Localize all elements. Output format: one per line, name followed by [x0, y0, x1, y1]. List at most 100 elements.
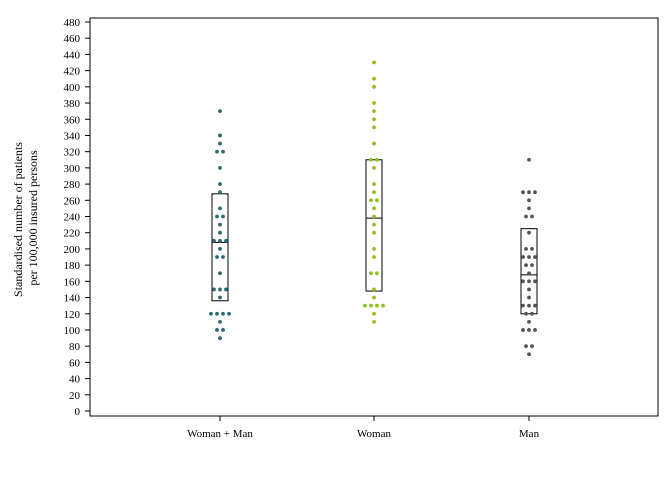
- data-point: [527, 206, 531, 211]
- y-tick-label: 320: [64, 147, 81, 159]
- y-tick-label: 40: [69, 374, 81, 386]
- y-tick-label: 200: [64, 244, 81, 256]
- data-point: [530, 263, 534, 268]
- data-point: [218, 230, 222, 235]
- data-point: [533, 255, 537, 259]
- data-point: [215, 311, 219, 316]
- data-point: [530, 344, 534, 349]
- data-point: [218, 165, 222, 170]
- y-tick-label: 140: [64, 293, 81, 305]
- data-point: [527, 271, 531, 276]
- data-point: [372, 182, 376, 186]
- data-point: [372, 247, 376, 251]
- data-point: [221, 214, 225, 219]
- data-point: [527, 190, 531, 195]
- data-point: [527, 319, 531, 324]
- y-tick-label: 300: [64, 163, 81, 175]
- y-axis-title: Standardised number of patients per 100,…: [11, 139, 40, 297]
- y-tick-label: 120: [64, 309, 81, 321]
- data-point: [527, 352, 531, 357]
- y-tick-label: 340: [64, 130, 81, 142]
- data-point: [375, 271, 379, 276]
- data-point: [221, 328, 225, 332]
- data-point: [218, 133, 222, 138]
- data-point: [215, 214, 219, 219]
- data-point: [221, 149, 225, 154]
- data-point: [372, 141, 376, 146]
- data-point: [372, 222, 376, 227]
- data-point: [527, 255, 531, 259]
- data-point: [363, 303, 367, 308]
- data-point: [524, 263, 528, 268]
- data-point: [215, 149, 219, 154]
- data-point: [372, 190, 376, 195]
- data-point: [218, 319, 222, 324]
- y-tick-label: 260: [64, 195, 81, 207]
- y-tick-label: 460: [64, 33, 81, 45]
- data-point: [524, 214, 528, 219]
- data-point: [372, 109, 376, 114]
- data-point: [218, 336, 222, 340]
- data-point: [530, 247, 534, 251]
- data-point: [527, 230, 531, 235]
- data-point: [524, 344, 528, 349]
- data-point: [218, 206, 222, 211]
- y-tick-label: 20: [69, 390, 81, 402]
- data-point: [218, 222, 222, 227]
- y-tick-label: 220: [64, 228, 81, 240]
- data-point: [372, 206, 376, 211]
- y-axis-title-line-2: per 100,000 insured persons: [26, 150, 40, 286]
- data-point: [212, 287, 216, 292]
- data-point: [218, 271, 222, 276]
- box: [520, 228, 538, 315]
- data-point: [527, 157, 531, 162]
- data-point: [372, 214, 376, 219]
- y-tick-label: 0: [75, 406, 81, 418]
- data-point: [369, 271, 373, 276]
- data-point: [218, 109, 222, 114]
- data-point: [527, 295, 531, 300]
- data-point: [521, 255, 525, 259]
- x-tick-label: Woman: [357, 428, 391, 440]
- data-point: [521, 328, 525, 332]
- data-point: [530, 214, 534, 219]
- data-point: [527, 287, 531, 292]
- data-point: [369, 303, 373, 308]
- data-point: [533, 328, 537, 332]
- data-point: [372, 76, 376, 81]
- data-point: [369, 198, 373, 203]
- data-point: [215, 328, 219, 332]
- data-point: [218, 247, 222, 251]
- data-point: [527, 279, 531, 284]
- y-tick-label: 80: [69, 341, 81, 353]
- data-point: [372, 255, 376, 259]
- data-point: [372, 101, 376, 105]
- data-point: [218, 287, 222, 292]
- data-point: [521, 279, 525, 284]
- data-point: [218, 295, 222, 300]
- y-tick-label: 280: [64, 179, 81, 191]
- data-point: [527, 198, 531, 203]
- data-point: [218, 238, 222, 243]
- data-point: [218, 190, 222, 195]
- data-point: [372, 60, 376, 65]
- data-point: [521, 303, 525, 308]
- y-axis: 0 20 40 60 80 100 120 140 160 180 200 220 240 260 280 3…: [64, 17, 90, 418]
- data-point: [533, 303, 537, 308]
- data-point: [524, 311, 528, 316]
- data-point: [209, 311, 213, 316]
- y-tick-label: 60: [69, 357, 81, 369]
- data-point: [527, 303, 531, 308]
- data-point: [212, 238, 216, 243]
- data-point: [218, 182, 222, 186]
- data-point: [524, 247, 528, 251]
- data-point: [372, 125, 376, 130]
- data-point: [224, 238, 228, 243]
- data-points: [209, 60, 537, 357]
- data-point: [221, 311, 225, 316]
- data-point: [521, 190, 525, 195]
- data-point: [227, 311, 231, 316]
- data-point: [530, 311, 534, 316]
- data-point: [372, 165, 376, 170]
